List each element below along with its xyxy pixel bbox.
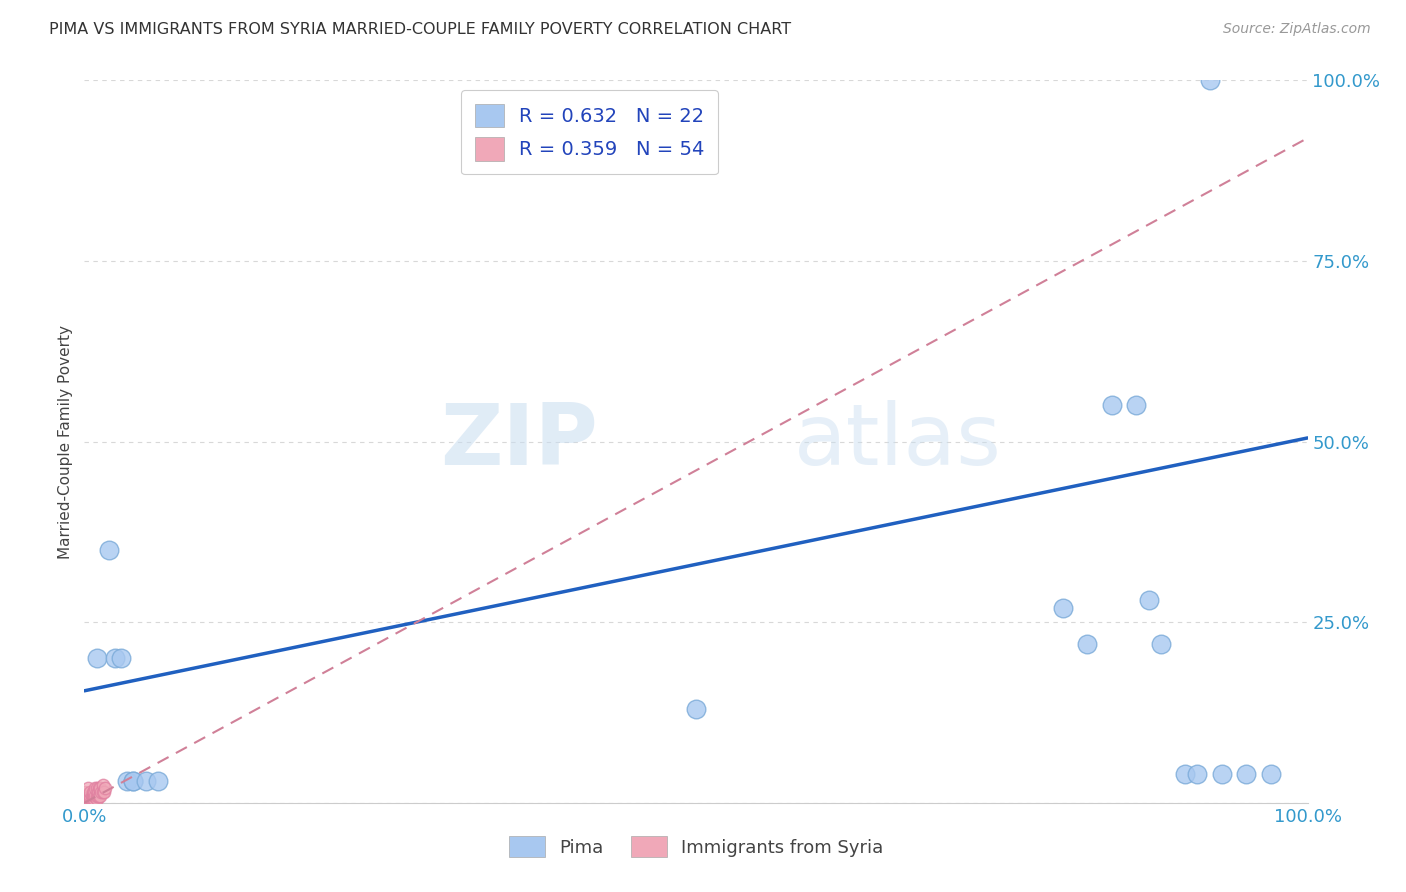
Point xyxy=(80,789,103,803)
Point xyxy=(122,774,145,789)
Point xyxy=(83,785,105,799)
Point xyxy=(135,774,157,789)
Point xyxy=(77,781,100,796)
Point xyxy=(1236,767,1258,781)
Point xyxy=(77,796,100,810)
Point xyxy=(87,785,110,799)
Point xyxy=(79,785,101,799)
Point xyxy=(86,792,108,806)
Point xyxy=(73,796,96,810)
Point xyxy=(87,781,110,796)
Point xyxy=(76,796,98,810)
Point xyxy=(79,796,101,810)
Text: Source: ZipAtlas.com: Source: ZipAtlas.com xyxy=(1223,22,1371,37)
Point xyxy=(83,789,105,803)
Point xyxy=(73,796,96,810)
Point xyxy=(1137,593,1160,607)
Point xyxy=(104,651,127,665)
Point xyxy=(1198,73,1220,87)
Point xyxy=(73,796,96,810)
Point xyxy=(90,785,112,799)
Point xyxy=(1150,637,1173,651)
Point xyxy=(79,789,101,803)
Point xyxy=(73,785,96,799)
Point xyxy=(76,790,98,805)
Point xyxy=(75,796,97,810)
Point xyxy=(685,702,707,716)
Point xyxy=(77,789,100,803)
Point xyxy=(122,774,145,789)
Point xyxy=(82,792,104,806)
Point xyxy=(1125,398,1147,412)
Point xyxy=(79,792,101,806)
Point xyxy=(89,789,111,803)
Point xyxy=(86,781,108,796)
Point xyxy=(1174,767,1197,781)
Point xyxy=(1076,637,1098,651)
Point xyxy=(91,785,114,799)
Point xyxy=(97,542,120,557)
Point xyxy=(83,792,105,806)
Point xyxy=(73,796,96,810)
Point xyxy=(82,789,104,803)
Point xyxy=(76,789,98,803)
Point xyxy=(1101,398,1123,412)
Point xyxy=(110,651,132,665)
Point xyxy=(1052,600,1074,615)
Legend: Pima, Immigrants from Syria: Pima, Immigrants from Syria xyxy=(499,827,893,866)
Point xyxy=(77,792,100,806)
Point xyxy=(73,789,96,803)
Point xyxy=(77,790,100,805)
Point xyxy=(89,781,111,796)
Point xyxy=(73,796,96,810)
Point xyxy=(76,792,98,806)
Point xyxy=(1187,767,1209,781)
Point xyxy=(80,796,103,810)
Point xyxy=(73,796,96,810)
Text: ZIP: ZIP xyxy=(440,400,598,483)
Point xyxy=(73,796,96,810)
Point xyxy=(86,789,108,803)
Point xyxy=(1260,767,1282,781)
Y-axis label: Married-Couple Family Poverty: Married-Couple Family Poverty xyxy=(58,325,73,558)
Point xyxy=(87,789,110,803)
Point xyxy=(82,796,104,810)
Point xyxy=(75,792,97,806)
Point xyxy=(77,792,100,806)
Text: PIMA VS IMMIGRANTS FROM SYRIA MARRIED-COUPLE FAMILY POVERTY CORRELATION CHART: PIMA VS IMMIGRANTS FROM SYRIA MARRIED-CO… xyxy=(49,22,792,37)
Point xyxy=(94,781,117,796)
Point xyxy=(91,778,114,792)
Point xyxy=(75,796,97,810)
Point xyxy=(1211,767,1233,781)
Point xyxy=(84,789,107,803)
Text: atlas: atlas xyxy=(794,400,1002,483)
Point xyxy=(87,789,110,803)
Point xyxy=(77,796,100,810)
Point xyxy=(146,774,169,789)
Point xyxy=(76,792,98,806)
Point xyxy=(82,785,104,799)
Point xyxy=(93,785,115,799)
Point xyxy=(115,774,138,789)
Point xyxy=(86,651,108,665)
Point xyxy=(73,792,96,806)
Point xyxy=(84,781,107,796)
